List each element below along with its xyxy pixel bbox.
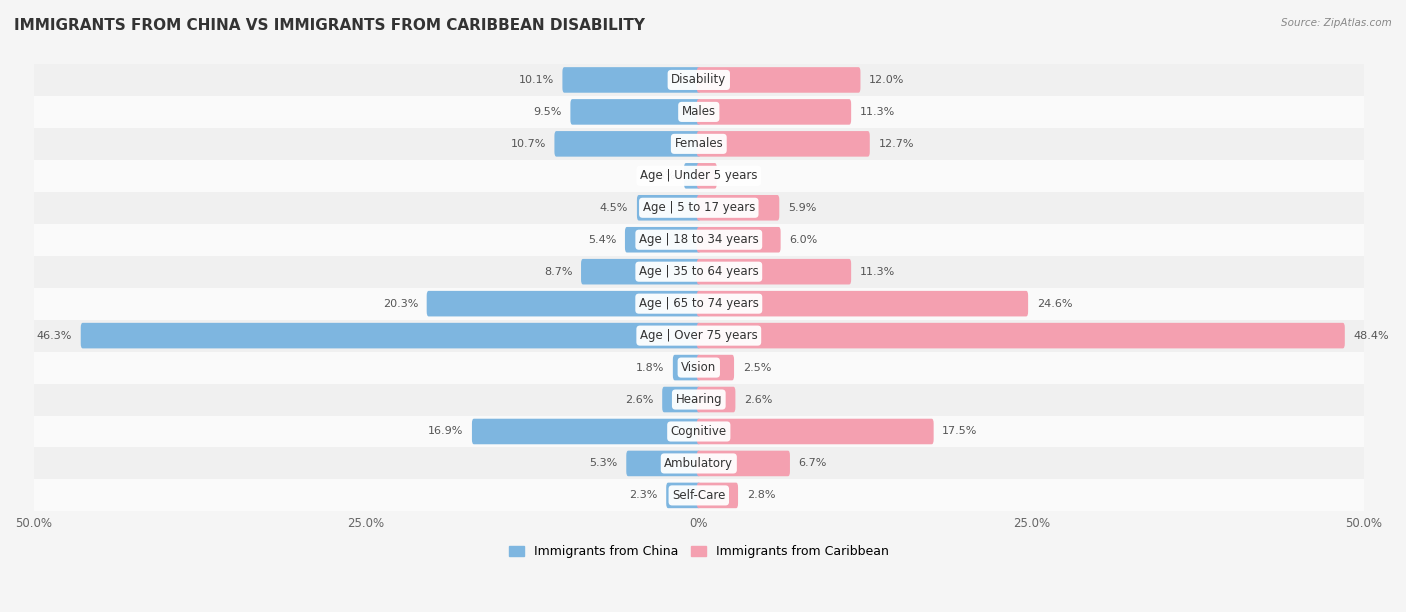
FancyBboxPatch shape	[697, 450, 790, 476]
Text: 1.8%: 1.8%	[636, 362, 664, 373]
FancyBboxPatch shape	[697, 163, 717, 188]
Text: Females: Females	[675, 137, 723, 151]
FancyBboxPatch shape	[697, 483, 738, 508]
Text: Males: Males	[682, 105, 716, 118]
FancyBboxPatch shape	[697, 387, 735, 412]
Bar	[34, 351, 1364, 384]
Bar	[34, 288, 1364, 319]
Text: 24.6%: 24.6%	[1036, 299, 1073, 308]
FancyBboxPatch shape	[581, 259, 700, 285]
Bar	[34, 64, 1364, 96]
Text: Age | Under 5 years: Age | Under 5 years	[640, 170, 758, 182]
FancyBboxPatch shape	[472, 419, 700, 444]
Bar	[34, 384, 1364, 416]
FancyBboxPatch shape	[697, 227, 780, 253]
Bar	[34, 479, 1364, 512]
Text: 10.7%: 10.7%	[510, 139, 546, 149]
Text: Age | 65 to 74 years: Age | 65 to 74 years	[638, 297, 759, 310]
FancyBboxPatch shape	[80, 323, 700, 348]
FancyBboxPatch shape	[554, 131, 700, 157]
Text: 12.0%: 12.0%	[869, 75, 904, 85]
Bar	[34, 256, 1364, 288]
Text: 9.5%: 9.5%	[533, 107, 562, 117]
FancyBboxPatch shape	[697, 131, 870, 157]
Text: Self-Care: Self-Care	[672, 489, 725, 502]
Text: Source: ZipAtlas.com: Source: ZipAtlas.com	[1281, 18, 1392, 28]
Text: 2.5%: 2.5%	[742, 362, 770, 373]
Text: 4.5%: 4.5%	[600, 203, 628, 213]
Text: 11.3%: 11.3%	[860, 267, 896, 277]
Text: Age | 18 to 34 years: Age | 18 to 34 years	[638, 233, 759, 246]
FancyBboxPatch shape	[426, 291, 700, 316]
FancyBboxPatch shape	[697, 291, 1028, 316]
Text: 2.8%: 2.8%	[747, 490, 775, 501]
Text: Vision: Vision	[681, 361, 717, 374]
FancyBboxPatch shape	[697, 323, 1344, 348]
Text: 5.3%: 5.3%	[589, 458, 617, 468]
FancyBboxPatch shape	[697, 99, 851, 125]
Text: Age | 35 to 64 years: Age | 35 to 64 years	[638, 265, 759, 278]
Text: 20.3%: 20.3%	[382, 299, 418, 308]
Text: 2.6%: 2.6%	[626, 395, 654, 405]
FancyBboxPatch shape	[662, 387, 700, 412]
FancyBboxPatch shape	[673, 355, 700, 380]
Bar	[34, 192, 1364, 224]
Text: 5.9%: 5.9%	[787, 203, 817, 213]
FancyBboxPatch shape	[666, 483, 700, 508]
Text: Age | 5 to 17 years: Age | 5 to 17 years	[643, 201, 755, 214]
Text: 16.9%: 16.9%	[427, 427, 464, 436]
Text: 6.0%: 6.0%	[789, 235, 817, 245]
Text: 10.1%: 10.1%	[519, 75, 554, 85]
Text: 2.3%: 2.3%	[628, 490, 658, 501]
Bar	[34, 160, 1364, 192]
Text: 46.3%: 46.3%	[37, 330, 72, 341]
Bar	[34, 224, 1364, 256]
FancyBboxPatch shape	[697, 67, 860, 93]
Bar	[34, 319, 1364, 351]
FancyBboxPatch shape	[624, 227, 700, 253]
FancyBboxPatch shape	[571, 99, 700, 125]
Text: IMMIGRANTS FROM CHINA VS IMMIGRANTS FROM CARIBBEAN DISABILITY: IMMIGRANTS FROM CHINA VS IMMIGRANTS FROM…	[14, 18, 645, 34]
FancyBboxPatch shape	[697, 419, 934, 444]
Text: 12.7%: 12.7%	[879, 139, 914, 149]
FancyBboxPatch shape	[697, 195, 779, 220]
FancyBboxPatch shape	[697, 355, 734, 380]
Text: Age | Over 75 years: Age | Over 75 years	[640, 329, 758, 342]
Text: Disability: Disability	[671, 73, 727, 86]
Text: Cognitive: Cognitive	[671, 425, 727, 438]
Legend: Immigrants from China, Immigrants from Caribbean: Immigrants from China, Immigrants from C…	[503, 540, 894, 563]
Text: Hearing: Hearing	[675, 393, 723, 406]
Bar	[34, 128, 1364, 160]
Text: 5.4%: 5.4%	[588, 235, 616, 245]
Text: 1.2%: 1.2%	[725, 171, 754, 181]
FancyBboxPatch shape	[562, 67, 700, 93]
Text: Ambulatory: Ambulatory	[664, 457, 734, 470]
Text: 8.7%: 8.7%	[544, 267, 572, 277]
Bar	[34, 447, 1364, 479]
FancyBboxPatch shape	[697, 259, 851, 285]
Text: 48.4%: 48.4%	[1354, 330, 1389, 341]
Bar	[34, 96, 1364, 128]
Bar	[34, 416, 1364, 447]
FancyBboxPatch shape	[685, 163, 700, 188]
FancyBboxPatch shape	[637, 195, 700, 220]
Text: 11.3%: 11.3%	[860, 107, 896, 117]
Text: 6.7%: 6.7%	[799, 458, 827, 468]
Text: 17.5%: 17.5%	[942, 427, 977, 436]
Text: 2.6%: 2.6%	[744, 395, 772, 405]
FancyBboxPatch shape	[626, 450, 700, 476]
Text: 0.96%: 0.96%	[640, 171, 675, 181]
